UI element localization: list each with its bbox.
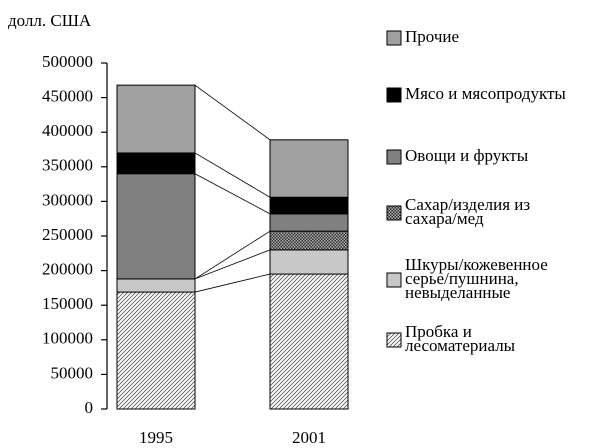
- y-tick-label: 100000: [42, 329, 93, 348]
- legend-label: Прочие: [405, 27, 459, 46]
- legend-swatch: [386, 87, 402, 103]
- legend-label: Мясо и мясопродукты: [405, 84, 566, 103]
- y-tick-label: 200000: [42, 260, 93, 279]
- legend-label-line: Пробка и: [405, 322, 472, 341]
- connector: [194, 273, 271, 293]
- y-tick-label: 250000: [42, 225, 93, 244]
- y-tick-label: 300000: [42, 190, 93, 209]
- y-tick-label: 500000: [42, 52, 93, 71]
- bar-segment: [116, 278, 196, 293]
- legend-label: Пробка и лесоматериалы: [405, 322, 516, 355]
- x-tick-label: 1995: [139, 428, 173, 447]
- legend-label-line: Овощи и фрукты: [405, 146, 529, 165]
- bar-segment: [269, 230, 349, 251]
- legend-label-line: сахара/мед: [405, 209, 484, 228]
- legend-swatch: [386, 205, 402, 221]
- connector: [194, 249, 271, 280]
- bar-segment: [116, 152, 196, 175]
- bar-segment: [269, 249, 349, 275]
- connector: [194, 230, 271, 280]
- bar-segment: [269, 273, 349, 410]
- y-tick-label: 350000: [42, 156, 93, 175]
- y-tick-label: 450000: [42, 87, 93, 106]
- connector: [194, 173, 271, 215]
- bar-segment: [116, 84, 196, 154]
- bar-segment: [116, 291, 196, 410]
- legend-swatch: [386, 30, 402, 46]
- bar-segment: [269, 196, 349, 215]
- y-tick-label: 0: [85, 398, 94, 417]
- bar-segment: [269, 139, 349, 198]
- y-tick-label: 50000: [51, 363, 94, 382]
- x-tick-label: 2001: [292, 428, 326, 447]
- legend-label-line: Шкуры/кожевенное: [405, 255, 548, 274]
- legend-label: Шкуры/кожевенное серье/пушнина, невыделанн…: [405, 255, 548, 302]
- legend-label-line: невыделанные: [405, 283, 510, 302]
- legend-label: Сахар/изделия из сахара/мед: [405, 195, 530, 228]
- connector: [194, 152, 271, 198]
- y-tick-label: 150000: [42, 294, 93, 313]
- legend-swatch: [386, 272, 402, 288]
- legend-label-line: Прочие: [405, 27, 459, 46]
- connector: [194, 84, 271, 141]
- legend-label-line: Сахар/изделия из: [405, 195, 530, 214]
- bar-segment: [116, 173, 196, 280]
- legend-label-line: Мясо и мясопродукты: [405, 84, 566, 103]
- legend-swatch: [386, 149, 402, 165]
- legend-label: Овощи и фрукты: [405, 146, 529, 165]
- legend-label-line: серье/пушнина,: [405, 269, 519, 288]
- bar-segment: [269, 213, 349, 232]
- legend-swatch: [386, 332, 402, 348]
- legend-label-line: лесоматериалы: [405, 336, 516, 355]
- y-axis-label: долл. США: [8, 11, 92, 30]
- y-tick-label: 400000: [42, 121, 93, 140]
